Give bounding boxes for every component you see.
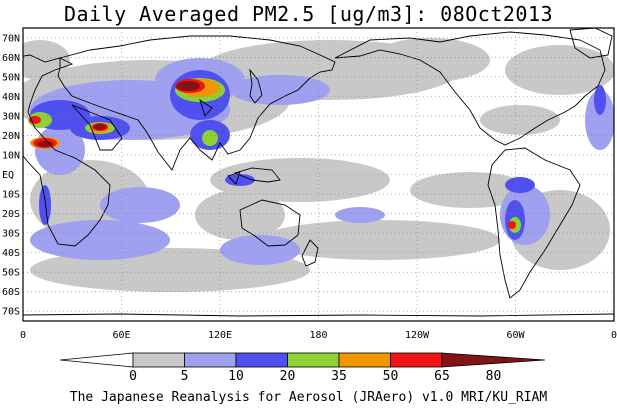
lat-label: 40N bbox=[2, 92, 20, 103]
colorbar-labels: 0 5 10 20 35 50 65 80 bbox=[129, 369, 501, 384]
colorbar-swatch bbox=[338, 352, 391, 368]
lat-label: 70S bbox=[2, 307, 20, 318]
lat-label: 60N bbox=[2, 53, 20, 64]
lon-label: 60E bbox=[112, 330, 130, 341]
latitude-labels: 70N 60N 50N 40N 30N 20N 10N EQ 10S 20S 30S 40S 50S 60… bbox=[2, 33, 20, 317]
concentration-5-10-layer bbox=[23, 38, 614, 292]
lat-label: 10S bbox=[2, 190, 20, 201]
lat-label: 30S bbox=[2, 229, 20, 240]
colorbar-swatch bbox=[287, 352, 340, 368]
lat-label: 50S bbox=[2, 268, 20, 279]
longitude-labels: 0 60E 120E 180 120W 60W 0 bbox=[20, 330, 617, 341]
colorbar-level-label: 20 bbox=[280, 369, 296, 384]
colorbar-swatch-below bbox=[59, 352, 134, 368]
map-title: Daily Averaged PM2.5 [ug/m3]: 08Oct2013 bbox=[63, 2, 554, 26]
colorbar-level-label: 65 bbox=[434, 369, 450, 384]
coastlines bbox=[23, 28, 614, 317]
lon-label: 0 bbox=[611, 330, 617, 341]
lat-label: 20S bbox=[2, 209, 20, 220]
lat-label: 70N bbox=[2, 33, 20, 44]
colorbar-level-label: 35 bbox=[331, 369, 347, 384]
lat-label: EQ bbox=[2, 170, 14, 181]
lon-label: 120E bbox=[208, 330, 232, 341]
colorbar-swatch bbox=[132, 352, 185, 368]
credit-line: The Japanese Reanalysis for Aerosol (JRA… bbox=[69, 390, 548, 405]
lat-label: 50N bbox=[2, 72, 20, 83]
lat-label: 30N bbox=[2, 111, 20, 122]
colorbar-level-label: 80 bbox=[486, 369, 502, 384]
lat-label: 20N bbox=[2, 131, 20, 142]
colorbar-swatch bbox=[235, 352, 288, 368]
lon-label: 180 bbox=[309, 330, 327, 341]
gridlines bbox=[23, 28, 614, 321]
lat-label: 40S bbox=[2, 248, 20, 259]
colorbar-swatch-above bbox=[441, 352, 546, 368]
concentration-above-80-layer bbox=[37, 81, 200, 147]
lon-label: 60W bbox=[506, 330, 525, 341]
colorbar-swatches bbox=[59, 352, 546, 368]
lon-label: 120W bbox=[405, 330, 430, 341]
lon-label: 0 bbox=[20, 330, 26, 341]
lat-label: 60S bbox=[2, 287, 20, 298]
colorbar-level-label: 5 bbox=[181, 369, 189, 384]
colorbar-swatch bbox=[184, 352, 237, 368]
lat-label: 10N bbox=[2, 150, 20, 161]
colorbar-level-label: 50 bbox=[383, 369, 399, 384]
colorbar-swatch bbox=[390, 352, 443, 368]
colorbar-level-label: 10 bbox=[228, 369, 244, 384]
plot-area bbox=[22, 27, 615, 322]
colorbar-level-label: 0 bbox=[129, 369, 137, 384]
colorbar: 0 5 10 20 35 50 65 80 bbox=[59, 352, 546, 384]
plot-frame bbox=[22, 27, 615, 322]
